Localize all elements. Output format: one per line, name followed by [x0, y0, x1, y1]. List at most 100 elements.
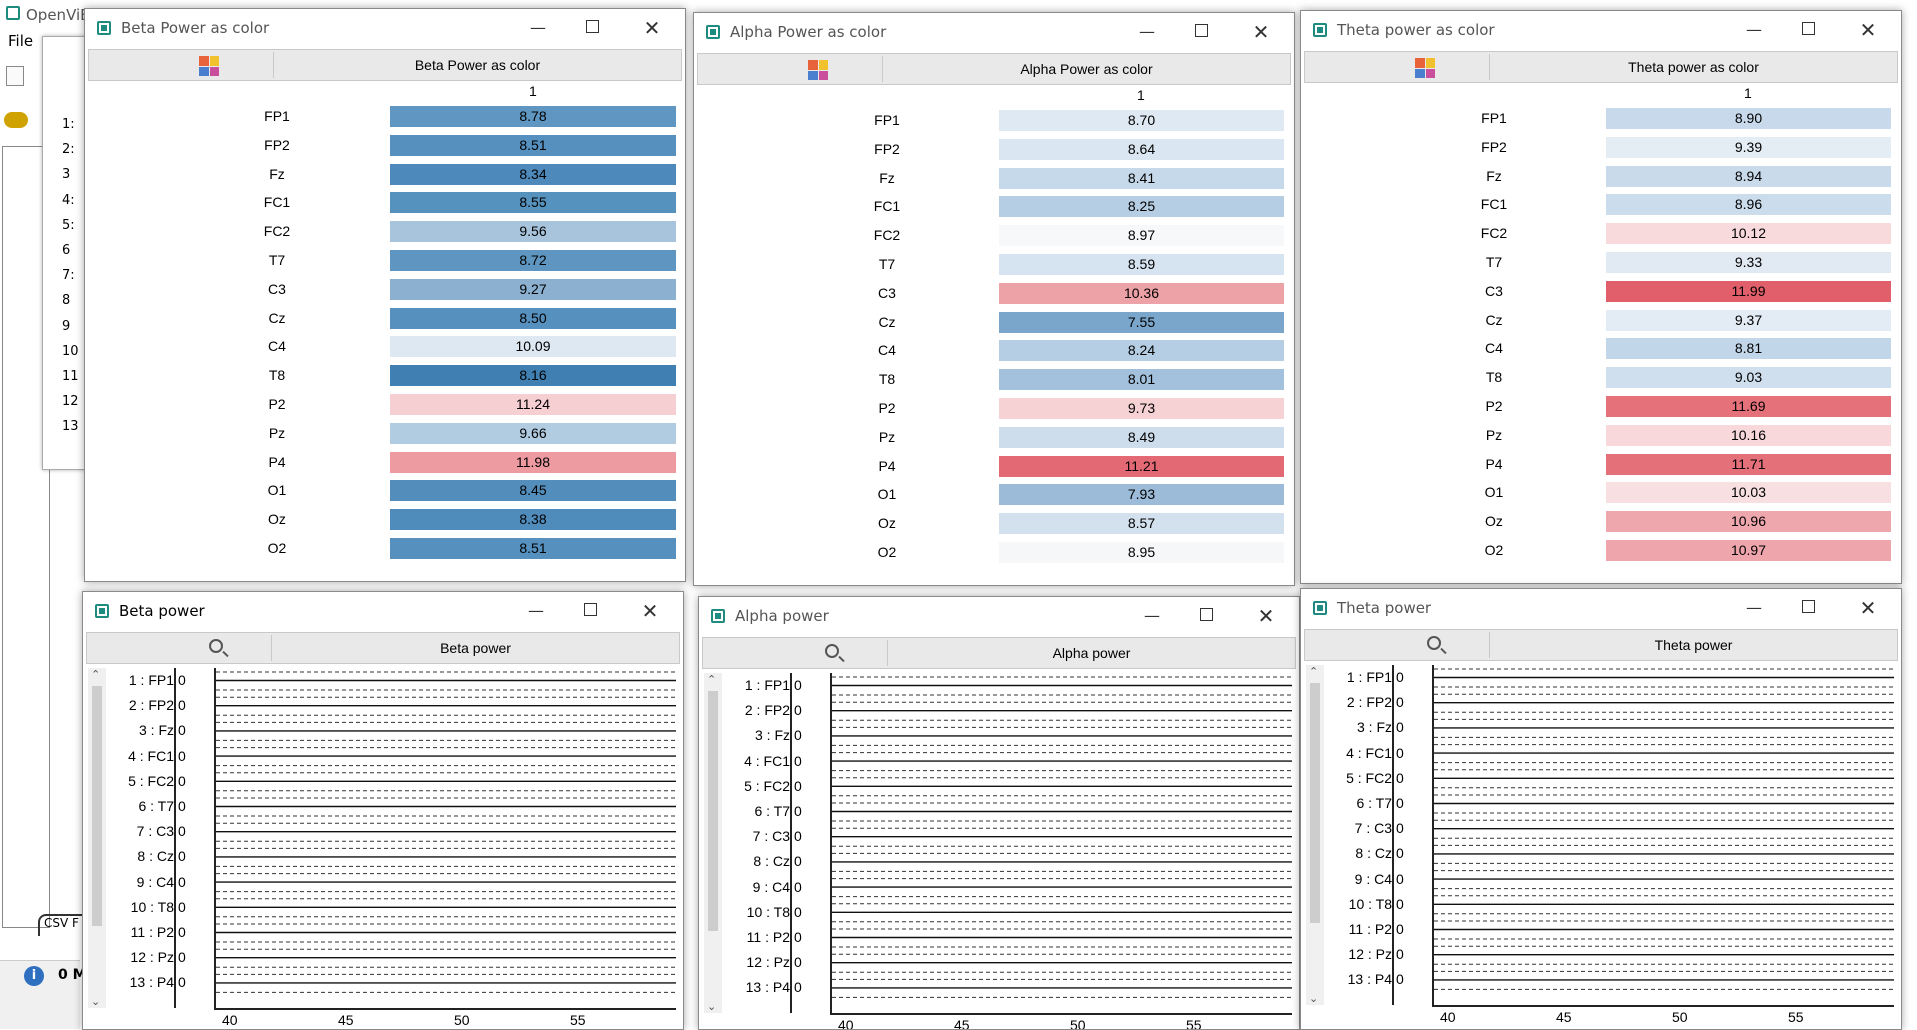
channel-label: 5 : FC2	[128, 772, 174, 789]
channel-label: Pz	[878, 428, 896, 445]
channel-label: T7	[878, 256, 896, 272]
menu-file[interactable]: File	[8, 32, 34, 50]
minimize-button[interactable]: —	[1139, 22, 1155, 41]
channel-label: 6 : T7	[138, 798, 174, 814]
close-button[interactable]: ✕	[1252, 20, 1270, 44]
minimize-button[interactable]: —	[530, 18, 546, 37]
maximize-button[interactable]	[579, 600, 601, 622]
channel-label: Fz	[269, 165, 285, 182]
window-title: Alpha power	[735, 607, 829, 625]
value-cell: 8.96	[1606, 194, 1891, 216]
close-button[interactable]: ✕	[1859, 18, 1877, 42]
magnifier-icon[interactable]	[209, 639, 223, 653]
info-icon[interactable]: i	[24, 966, 44, 986]
maximize-button[interactable]	[1797, 19, 1819, 41]
magnifier-icon[interactable]	[1427, 636, 1441, 650]
background-row-number: 10	[62, 343, 79, 359]
vertical-scrollbar[interactable]: ⌃ ⌄	[88, 668, 106, 1008]
channel-label: FC1	[873, 198, 901, 215]
column-header: 1	[529, 83, 537, 99]
channel-label: 12 : Pz	[1348, 946, 1392, 963]
maximize-button[interactable]	[1797, 597, 1819, 619]
table-row: O1 8.45	[85, 477, 685, 506]
value-cell: 7.93	[999, 484, 1284, 506]
scroll-up-icon[interactable]: ⌃	[91, 668, 101, 681]
scrollbar-thumb[interactable]	[92, 686, 102, 926]
zero-label: 0	[178, 924, 186, 940]
scroll-down-icon[interactable]: ⌄	[91, 995, 101, 1008]
vertical-scrollbar[interactable]: ⌃ ⌄	[1306, 665, 1324, 1005]
minimize-button[interactable]: —	[1746, 20, 1762, 39]
new-file-icon[interactable]	[6, 66, 24, 86]
x-axis-ticks: 40 45 50 55	[832, 1017, 1292, 1029]
signal-plot[interactable]	[216, 668, 676, 1008]
value-cell: 9.27	[390, 278, 676, 300]
toolbar: Beta Power as color	[88, 49, 682, 81]
signal-plot[interactable]	[832, 673, 1292, 1013]
minimize-button[interactable]: —	[1144, 606, 1160, 625]
value-cell: 8.97	[999, 225, 1284, 247]
channel-label: C3	[268, 280, 286, 297]
value-cell: 8.70	[999, 110, 1284, 131]
palette-icon[interactable]	[199, 56, 219, 76]
table-row: C4 8.81	[1301, 335, 1901, 364]
background-row-number: 8	[62, 293, 71, 309]
maximize-button[interactable]	[1190, 21, 1212, 43]
close-button[interactable]: ✕	[643, 16, 661, 40]
table-row: O2 8.95	[694, 539, 1294, 568]
scroll-up-icon[interactable]: ⌃	[707, 673, 717, 686]
channel-label: O1	[267, 482, 287, 499]
table-row: C4 8.24	[694, 337, 1294, 366]
vertical-scrollbar[interactable]: ⌃ ⌄	[704, 673, 722, 1013]
play-icon[interactable]	[4, 112, 28, 128]
channel-label: FC1	[1480, 196, 1508, 213]
close-button[interactable]: ✕	[641, 599, 659, 623]
table-row: FP2 8.64	[694, 136, 1294, 165]
table-row: T7 8.72	[85, 247, 685, 276]
channel-label: 4 : FC1	[128, 747, 174, 764]
channel-label: O2	[267, 540, 287, 556]
zero-label: 0	[794, 954, 802, 971]
scroll-down-icon[interactable]: ⌄	[707, 1000, 717, 1013]
table-row: FP1 8.70	[694, 107, 1294, 136]
openvibe-window-icon	[97, 21, 111, 35]
x-tick-label: 40	[222, 1012, 238, 1028]
scrollbar-thumb[interactable]	[708, 691, 718, 931]
scroll-down-icon[interactable]: ⌄	[1309, 992, 1319, 1005]
x-tick-label: 45	[1556, 1009, 1572, 1025]
table-row: O1 10.03	[1301, 479, 1901, 508]
zero-label: 0	[794, 929, 802, 945]
table-row: FP1 8.78	[85, 103, 685, 132]
table-row: FC2 9.56	[85, 218, 685, 247]
channel-label: 11 : P2	[1348, 921, 1392, 937]
scrollbar-thumb[interactable]	[1310, 683, 1320, 923]
value-cell: 9.73	[999, 398, 1284, 419]
value-cell: 9.03	[1606, 367, 1891, 389]
background-row-number: 1:	[62, 117, 75, 132]
zero-label: 0	[1396, 870, 1404, 887]
palette-icon[interactable]	[1415, 58, 1435, 78]
channel-label: C3	[878, 284, 896, 301]
signal-plot[interactable]	[1434, 665, 1894, 1005]
value-cell: 8.51	[390, 538, 676, 559]
table-row: Oz 8.57	[694, 510, 1294, 539]
close-button[interactable]: ✕	[1859, 596, 1877, 620]
table-row: T8 8.01	[694, 366, 1294, 395]
value-cell: 8.94	[1606, 165, 1891, 187]
minimize-button[interactable]: —	[1746, 598, 1762, 617]
palette-icon[interactable]	[808, 60, 828, 80]
channel-label: 13 : P4	[1347, 971, 1392, 988]
channel-label: Oz	[268, 511, 286, 528]
maximize-button[interactable]	[1195, 605, 1217, 627]
minimize-button[interactable]: —	[528, 601, 544, 620]
window-title: Theta power	[1337, 599, 1432, 617]
close-button[interactable]: ✕	[1257, 604, 1275, 628]
channel-label: C3	[1485, 282, 1503, 299]
channel-label: Pz	[1485, 426, 1503, 443]
scroll-up-icon[interactable]: ⌃	[1309, 665, 1319, 678]
x-axis-ticks: 40 45 50 55	[216, 1012, 676, 1029]
zero-label: 0	[794, 903, 802, 920]
maximize-button[interactable]	[581, 17, 603, 39]
column-header: 1	[1137, 87, 1145, 103]
magnifier-icon[interactable]	[825, 644, 839, 658]
